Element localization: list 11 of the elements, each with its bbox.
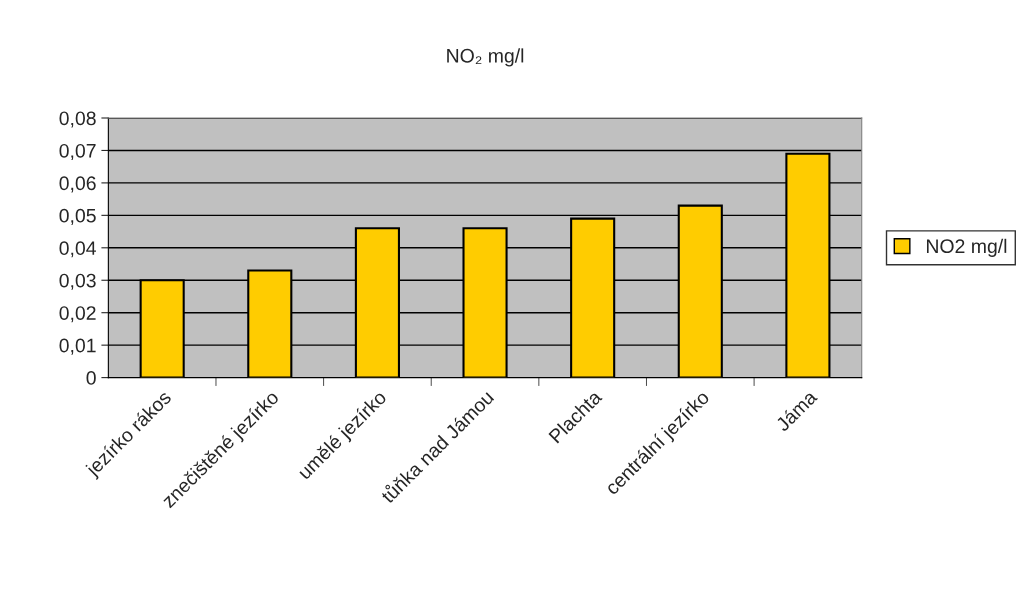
y-tick-label: 0,06 bbox=[59, 176, 96, 193]
y-tick-label: 0,04 bbox=[59, 241, 96, 258]
y-tick-label: 0,01 bbox=[59, 338, 96, 355]
y-tick-label: 0,08 bbox=[59, 111, 96, 128]
y-tick-label: 0,07 bbox=[59, 143, 96, 160]
legend-label: NO2 mg/l bbox=[926, 238, 1007, 257]
chart-title: NO₂ mg/l bbox=[447, 48, 524, 67]
y-tick-label: 0,02 bbox=[59, 306, 96, 323]
y-tick-label: 0,05 bbox=[59, 208, 96, 225]
y-tick-label: 0,03 bbox=[59, 273, 96, 290]
y-tick-label: 0 bbox=[86, 371, 96, 385]
